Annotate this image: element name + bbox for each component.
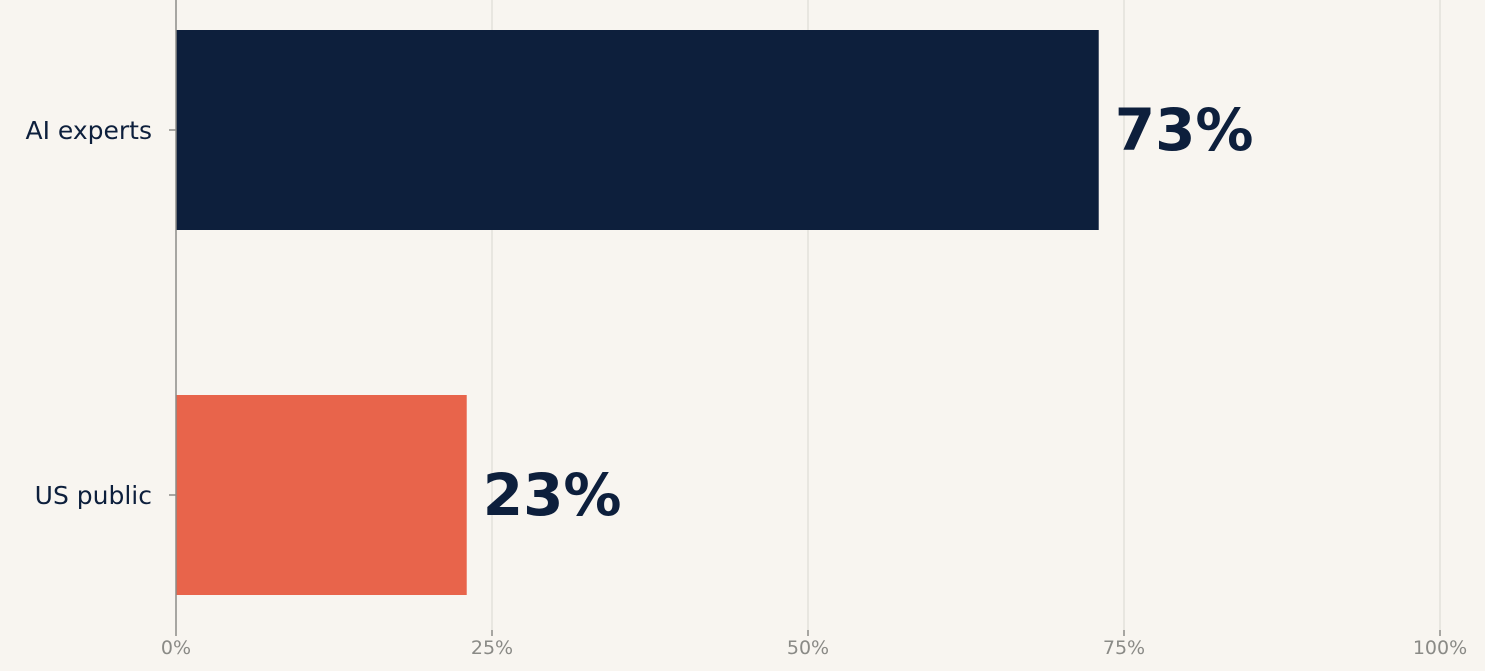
x-tick-label-3: 75% <box>1103 637 1145 659</box>
value-label-0: 73% <box>1115 96 1254 164</box>
bar-0 <box>176 30 1099 230</box>
x-tick-label-1: 25% <box>471 637 513 659</box>
ticks <box>169 129 1441 636</box>
value-label-1: 23% <box>483 461 622 529</box>
category-label-0: AI experts <box>25 116 152 145</box>
labels: 73% AI experts 23% US public 0% 25% 50% 75% 100% <box>25 96 1467 659</box>
category-label-1: US public <box>35 481 152 510</box>
x-tick-label-0: 0% <box>161 637 191 659</box>
x-tick-label-4: 100% <box>1413 637 1467 659</box>
bars <box>176 30 1099 595</box>
bar-1 <box>176 395 467 595</box>
x-tick-label-2: 50% <box>787 637 829 659</box>
